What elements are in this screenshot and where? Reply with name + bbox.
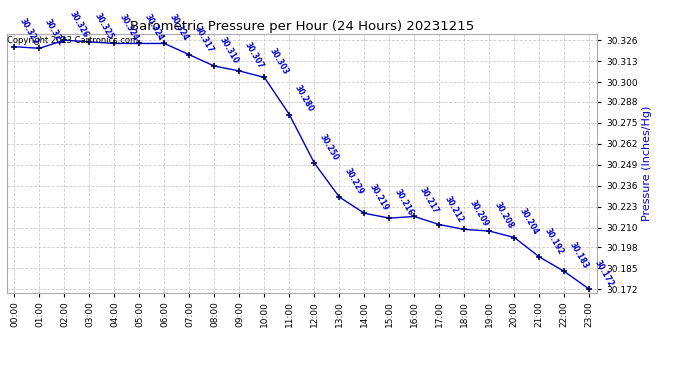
Text: 30.303: 30.303 bbox=[268, 47, 290, 76]
Text: 30.317: 30.317 bbox=[193, 24, 215, 54]
Text: 30.326: 30.326 bbox=[68, 10, 90, 39]
Text: 30.204: 30.204 bbox=[518, 207, 540, 237]
Text: 30.208: 30.208 bbox=[493, 200, 515, 230]
Text: Copyright 2023 Cartronics.com: Copyright 2023 Cartronics.com bbox=[8, 36, 139, 45]
Text: 30.250: 30.250 bbox=[318, 133, 340, 162]
Text: 30.216: 30.216 bbox=[393, 188, 415, 217]
Text: 30.325: 30.325 bbox=[93, 11, 115, 41]
Text: 30.310: 30.310 bbox=[218, 36, 241, 65]
Text: 30.321: 30.321 bbox=[43, 18, 66, 48]
Text: 30.219: 30.219 bbox=[368, 183, 391, 213]
Text: 30.183: 30.183 bbox=[568, 241, 591, 271]
Text: 30.209: 30.209 bbox=[468, 199, 491, 229]
Text: 30.217: 30.217 bbox=[418, 186, 440, 216]
Text: 30.307: 30.307 bbox=[243, 40, 266, 70]
Text: 30.280: 30.280 bbox=[293, 84, 315, 114]
Text: 30.324: 30.324 bbox=[143, 13, 166, 43]
Text: 30.172: 30.172 bbox=[593, 259, 615, 288]
Text: 30.229: 30.229 bbox=[343, 166, 366, 196]
Y-axis label: Pressure (Inches/Hg): Pressure (Inches/Hg) bbox=[642, 105, 651, 221]
Text: 30.324: 30.324 bbox=[118, 13, 141, 43]
Text: 30.212: 30.212 bbox=[443, 194, 466, 224]
Title: Barometric Pressure per Hour (24 Hours) 20231215: Barometric Pressure per Hour (24 Hours) … bbox=[130, 20, 474, 33]
Text: 30.324: 30.324 bbox=[168, 13, 190, 43]
Text: 30.322: 30.322 bbox=[18, 16, 41, 46]
Text: 30.192: 30.192 bbox=[543, 226, 566, 256]
